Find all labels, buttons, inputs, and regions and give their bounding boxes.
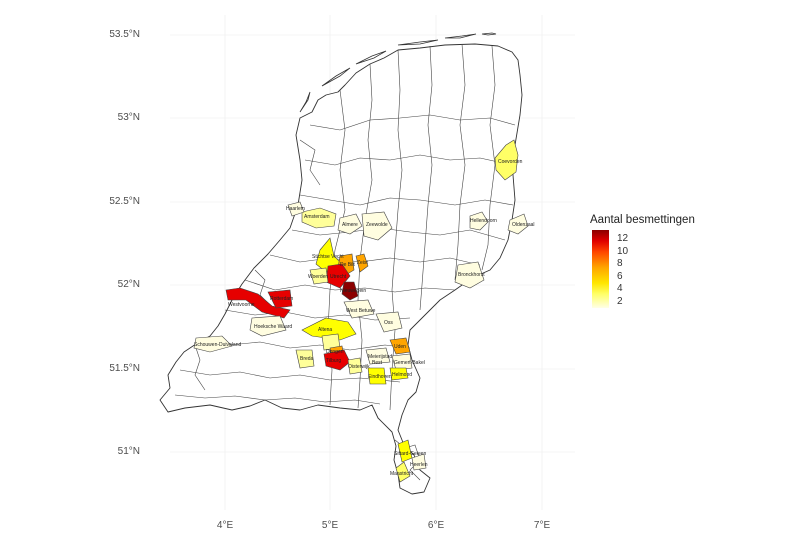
region-hellendoorn xyxy=(469,211,489,231)
svg-text:Nieuwegein: Nieuwegein xyxy=(340,288,366,294)
svg-text:Maastricht: Maastricht xyxy=(390,471,414,477)
region-altena xyxy=(301,317,357,341)
region-heerlen xyxy=(411,453,427,471)
svg-text:Hoeksche Waard: Hoeksche Waard xyxy=(254,324,292,330)
region-eindhoven xyxy=(367,367,387,385)
svg-text:Stichtse Vecht: Stichtse Vecht xyxy=(312,254,344,260)
svg-text:Woerden: Woerden xyxy=(308,274,328,280)
svg-text:Altena: Altena xyxy=(318,327,332,333)
svg-text:Breda: Breda xyxy=(300,356,314,362)
legend-label-12: 12 xyxy=(617,233,629,244)
region-tilburg xyxy=(323,349,351,371)
municipality-fills xyxy=(193,139,529,483)
region-rotterdam xyxy=(267,289,293,309)
region-helmond xyxy=(389,367,409,381)
svg-text:Oldenzaal: Oldenzaal xyxy=(512,222,535,228)
svg-text:Almere: Almere xyxy=(342,222,358,228)
region-gemert xyxy=(391,353,413,371)
region-haarlem xyxy=(287,201,305,217)
x-tick-4e: 4°E xyxy=(216,520,234,531)
svg-text:Uden: Uden xyxy=(394,344,406,350)
legend-colorbar xyxy=(592,230,609,308)
region-schouwen xyxy=(193,335,233,353)
y-tick-51-5: 51.5°N xyxy=(109,363,140,374)
svg-text:Rotterdam: Rotterdam xyxy=(270,296,293,302)
wadden-islands xyxy=(299,32,497,113)
region-almere xyxy=(337,213,363,235)
svg-text:Haarlem: Haarlem xyxy=(286,206,305,212)
svg-text:Heerlen: Heerlen xyxy=(410,462,428,468)
region-coevorden xyxy=(494,139,519,181)
svg-text:Dongen: Dongen xyxy=(326,349,344,355)
svg-text:Eindhoven: Eindhoven xyxy=(368,374,392,380)
y-tick-53: 53°N xyxy=(117,112,140,123)
legend-label-2: 2 xyxy=(617,296,623,307)
svg-text:De Bilt: De Bilt xyxy=(340,262,355,268)
region-amsterdam xyxy=(301,207,337,229)
svg-text:Oss: Oss xyxy=(384,320,393,326)
svg-text:Meierijstad: Meierijstad xyxy=(368,354,392,360)
y-tick-52: 52°N xyxy=(117,279,140,290)
svg-text:Zeewolde: Zeewolde xyxy=(366,222,388,228)
svg-text:Sittard-Geleen: Sittard-Geleen xyxy=(394,451,426,457)
svg-text:Oisterwijk: Oisterwijk xyxy=(348,364,370,370)
region-west-betuwe xyxy=(343,299,375,319)
x-tick-7e: 7°E xyxy=(533,520,551,531)
region-nieuwegein xyxy=(341,281,359,301)
region-oss xyxy=(375,311,403,333)
y-tick-51: 51°N xyxy=(117,446,140,457)
region-woerden xyxy=(309,267,329,285)
svg-text:Zeist: Zeist xyxy=(357,260,368,266)
svg-text:West Betuwe: West Betuwe xyxy=(346,308,376,314)
legend-label-4: 4 xyxy=(617,283,623,294)
region-westland xyxy=(225,287,291,319)
legend-title: Aantal besmettingen xyxy=(590,214,695,226)
svg-text:Tilburg: Tilburg xyxy=(326,358,341,364)
svg-text:Schouwen-Duiveland: Schouwen-Duiveland xyxy=(194,342,241,348)
region-hoeksche-waard xyxy=(249,315,287,337)
x-tick-6e: 6°E xyxy=(427,520,445,531)
svg-text:Gemert-Bakel: Gemert-Bakel xyxy=(394,360,425,366)
region-breda xyxy=(295,349,315,369)
region-zeewolde xyxy=(361,211,393,241)
svg-text:Bronckhorst: Bronckhorst xyxy=(458,272,485,278)
svg-text:Hellendoorn: Hellendoorn xyxy=(470,218,497,224)
color-legend: Aantal besmettingen 12 10 8 6 4 2 xyxy=(590,214,695,308)
svg-text:Amsterdam: Amsterdam xyxy=(304,214,330,220)
legend-label-8: 8 xyxy=(617,258,623,269)
y-tick-53-5: 53.5°N xyxy=(109,29,140,40)
svg-text:Best: Best xyxy=(372,360,383,366)
region-uden xyxy=(389,337,411,355)
municipality-borders xyxy=(174,43,516,481)
region-maastricht xyxy=(395,461,411,483)
region-oisterwijk xyxy=(347,357,363,375)
svg-text:Coevorden: Coevorden xyxy=(498,159,523,165)
legend-label-10: 10 xyxy=(617,246,629,257)
x-tick-5e: 5°E xyxy=(321,520,339,531)
region-meierijstad xyxy=(365,347,391,365)
svg-text:Westvoorne: Westvoorne xyxy=(228,302,255,308)
region-bronckhorst xyxy=(454,261,485,289)
region-oldenzaal xyxy=(507,213,529,235)
svg-text:Utrecht: Utrecht xyxy=(330,274,347,280)
municipality-labels: Coevorden Amsterdam Haarlem Almere Zeewo… xyxy=(194,159,535,477)
region-zeist xyxy=(355,253,369,273)
y-tick-52-5: 52.5°N xyxy=(109,196,140,207)
svg-text:Helmond: Helmond xyxy=(392,372,412,378)
legend-label-6: 6 xyxy=(617,271,623,282)
